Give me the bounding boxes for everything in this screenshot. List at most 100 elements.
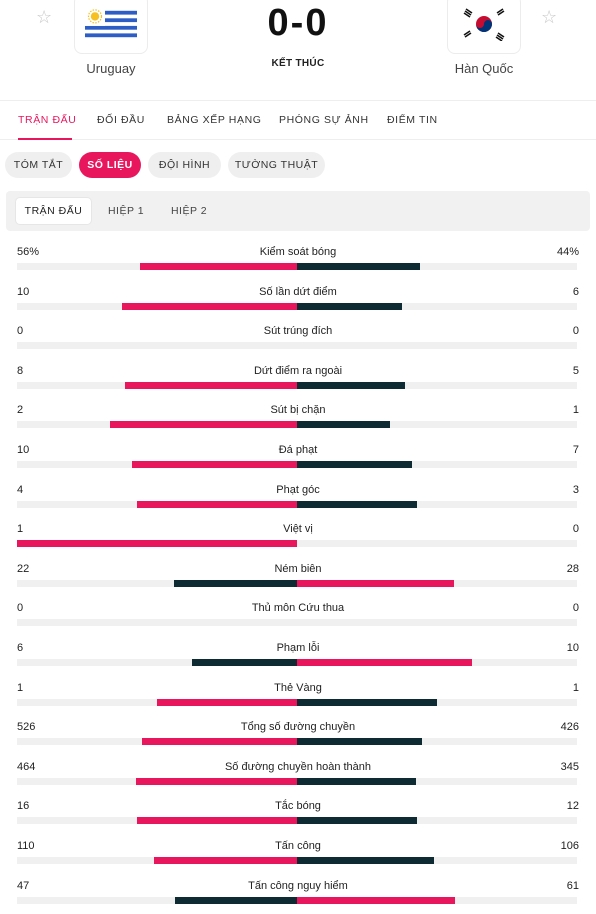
stat-away-value: 12 [566,800,579,812]
stat-away-value: 1 [572,404,579,416]
stat-row: 0 Thủ môn Cứu thua 0 [0,602,596,642]
stat-away-bar-track [297,303,577,310]
away-team-flag[interactable] [447,0,521,54]
stat-away-bar-track [297,778,577,785]
stat-away-bar-track [297,421,577,428]
match-status: KẾT THÚC [271,58,325,69]
stat-away-value: 61 [566,880,579,892]
stat-label: Tấn công [275,840,321,852]
stat-home-bar [110,421,297,428]
stat-away-bar [297,699,437,706]
stat-row: 4 Phạt góc 3 [0,484,596,524]
stat-label: Đá phạt [278,444,318,456]
stat-home-value: 2 [17,404,24,416]
stat-home-bar-track [17,738,297,745]
stat-away-bar [297,659,472,666]
favorite-star-icon[interactable]: ☆ [541,7,558,27]
stat-home-bar-track [17,501,297,508]
favorite-star-icon[interactable]: ☆ [36,7,53,27]
stat-away-value: 7 [572,444,579,456]
stat-home-value: 22 [17,563,30,575]
stat-away-value: 0 [572,523,579,535]
stat-away-bar-track [297,857,577,864]
stat-home-bar [136,778,297,785]
stat-home-value: 6 [17,642,24,654]
stat-away-bar-track [297,699,577,706]
stat-away-bar-track [297,263,577,270]
stat-away-bar [297,303,402,310]
stat-away-value: 5 [572,365,579,377]
stat-home-bar [157,699,297,706]
home-team-name[interactable]: Uruguay [86,61,136,76]
stat-label: Thẻ Vàng [274,682,322,694]
stat-away-bar [297,421,391,428]
stat-away-bar [297,778,417,785]
stat-home-bar [137,817,297,824]
stat-away-bar [297,738,423,745]
period-selector: TRẬN ĐẤU HIỆP 1 HIỆP 2 [6,191,590,231]
stat-away-bar [297,897,456,904]
stat-label: Dứt điểm ra ngoài [253,365,343,377]
stat-row: 10 Số lần dứt điểm 6 [0,286,596,326]
tab-phong-su-anh[interactable]: PHÓNG SỰ ẢNH [279,114,369,126]
stat-away-value: 0 [572,325,579,337]
stat-home-value: 10 [17,444,30,456]
tab-bang-xep-hang[interactable]: BẢNG XẾP HẠNG [167,114,262,126]
period-second-half[interactable]: HIỆP 2 [170,205,208,217]
stat-home-bar-track [17,461,297,468]
stat-home-bar-track [17,540,297,547]
stat-home-value: 8 [17,365,24,377]
stat-away-bar [297,580,454,587]
stat-home-value: 464 [17,761,36,773]
stat-away-bar [297,263,421,270]
stat-away-value: 106 [560,840,579,852]
stat-away-value: 6 [572,286,579,298]
tab-tran-dau[interactable]: TRẬN ĐẤU [18,114,77,126]
subtab-tuong-thuat[interactable]: TƯỜNG THUẬT [228,152,325,178]
active-tab-indicator [18,138,72,140]
stat-label: Sút trúng đích [263,325,333,337]
stat-label: Số lần dứt điểm [259,286,337,298]
stat-row: 8 Dứt điểm ra ngoài 5 [0,365,596,405]
stat-row: 0 Sút trúng đích 0 [0,325,596,365]
stat-label: Ném biên [274,563,322,575]
stat-label: Thủ môn Cứu thua [251,602,345,614]
stat-row: 2 Sút bị chặn 1 [0,404,596,444]
stat-away-bar-track [297,659,577,666]
subtab-so-lieu[interactable]: SỐ LIỆU [79,152,141,178]
stat-home-bar [17,540,297,547]
away-team-name[interactable]: Hàn Quốc [454,61,514,76]
stat-away-bar-track [297,382,577,389]
stat-row: 526 Tổng số đường chuyền 426 [0,721,596,761]
stat-home-bar-track [17,659,297,666]
stat-away-value: 426 [560,721,579,733]
stat-home-bar [175,897,297,904]
stat-away-bar-track [297,580,577,587]
stat-away-value: 44% [556,246,579,258]
tab-diem-tin[interactable]: ĐIỂM TIN [387,114,438,126]
stat-row: 1 Việt vị 0 [0,523,596,563]
tab-doi-dau[interactable]: ĐỐI ĐẦU [97,114,145,126]
stat-home-bar-track [17,263,297,270]
stat-away-bar [297,857,435,864]
stat-home-value: 16 [17,800,30,812]
period-full-match[interactable]: TRẬN ĐẤU [16,198,91,224]
subtab-doi-hinh[interactable]: ĐỘI HÌNH [148,152,221,178]
subtab-tom-tat[interactable]: TÓM TẮT [5,152,72,178]
stat-away-value: 1 [572,682,579,694]
stat-home-value: 10 [17,286,30,298]
uruguay-flag-icon [85,7,137,41]
stat-home-value: 0 [17,602,24,614]
stat-away-bar-track [297,342,577,349]
stat-home-value: 1 [17,523,24,535]
home-team-flag[interactable] [74,0,148,54]
stat-home-bar [132,461,297,468]
stat-row: 1 Thẻ Vàng 1 [0,682,596,722]
period-first-half[interactable]: HIỆP 1 [107,205,145,217]
stat-row: 56% Kiểm soát bóng 44% [0,246,596,286]
stat-home-bar-track [17,778,297,785]
stat-home-bar-track [17,303,297,310]
stat-home-value: 56% [17,246,40,258]
match-score: 0-0 [267,2,329,44]
stat-away-bar [297,382,405,389]
